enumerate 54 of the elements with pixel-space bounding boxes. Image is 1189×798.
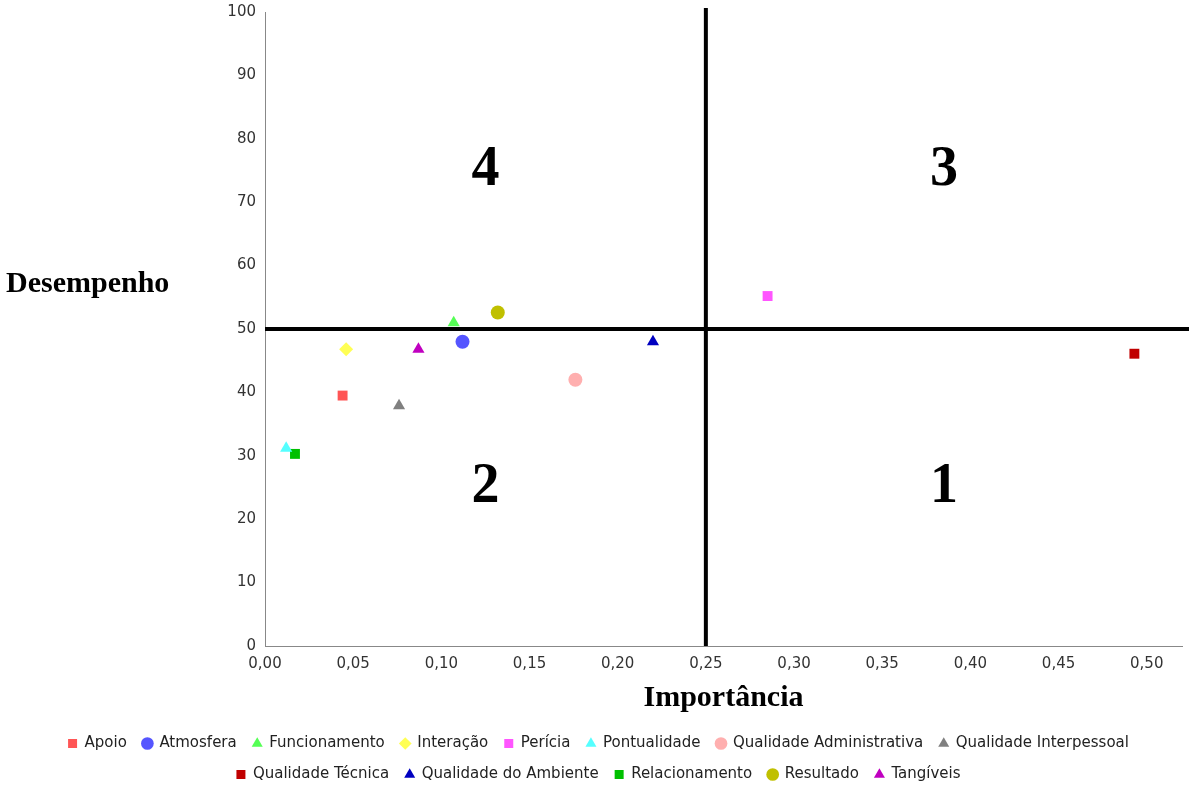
legend-label: Perícia — [520, 733, 571, 752]
legend-label: Qualidade Técnica — [252, 764, 390, 783]
y-tick-label: 10 — [236, 572, 256, 591]
y-tick-label: 60 — [236, 255, 256, 274]
point — [339, 342, 354, 357]
y-tick-label: 0 — [246, 635, 256, 654]
point — [455, 334, 470, 349]
x-tick-label: 0,30 — [777, 653, 811, 672]
x-axis-title: Importância — [643, 678, 804, 712]
point — [1129, 348, 1140, 359]
legend-label: Pontualidade — [602, 733, 701, 752]
legend-label: Atmosfera — [159, 733, 237, 752]
x-tick-label: 0,35 — [865, 653, 899, 672]
annotation: 3 — [929, 134, 958, 197]
x-tick-label: 0,25 — [689, 653, 723, 672]
y-tick-label: 100 — [227, 1, 256, 20]
x-tick-label: 0,50 — [1130, 653, 1164, 672]
legend-label: Interação — [417, 733, 489, 752]
y-tick-label: 50 — [236, 318, 256, 337]
legend-label: Resultado — [784, 764, 859, 783]
point — [490, 305, 505, 320]
x-tick-label: 0,20 — [600, 653, 635, 672]
y-tick-label: 80 — [236, 128, 256, 147]
legend-label: Qualidade do Ambiente — [421, 764, 599, 783]
point — [280, 441, 293, 452]
y-tick-label: 70 — [236, 192, 256, 211]
point — [447, 315, 460, 327]
point — [412, 342, 425, 353]
annotation: 2 — [471, 451, 500, 514]
legend-label: Apoio — [84, 733, 127, 752]
legend-label: Tangíveis — [890, 764, 961, 783]
point — [568, 372, 583, 387]
y-axis-title: Desempenho — [6, 265, 170, 299]
point — [337, 390, 348, 401]
x-tick-label: 0,40 — [953, 653, 988, 672]
legend-label: Relacionamento — [631, 764, 753, 783]
x-tick-label: 0,05 — [336, 653, 370, 672]
x-tick-label: 0,10 — [424, 653, 459, 672]
x-tick-label: 0,15 — [512, 653, 547, 672]
legend-label: Qualidade Administrativa — [733, 733, 924, 752]
y-tick-label: 20 — [236, 509, 256, 528]
y-tick-label: 90 — [236, 65, 256, 84]
point — [762, 291, 773, 301]
point — [290, 448, 300, 459]
y-tick-label: 30 — [236, 445, 256, 464]
y-tick-label: 40 — [236, 382, 256, 401]
legend-label: Funcionamento — [269, 733, 385, 752]
x-tick-label: 0,45 — [1041, 653, 1076, 672]
annotation: 1 — [929, 451, 958, 514]
x-tick-label: 0,00 — [248, 653, 282, 672]
legend-label: Qualidade Interpessoal — [955, 733, 1129, 752]
point — [646, 334, 660, 346]
annotation: 4 — [471, 134, 500, 197]
point — [392, 398, 406, 410]
